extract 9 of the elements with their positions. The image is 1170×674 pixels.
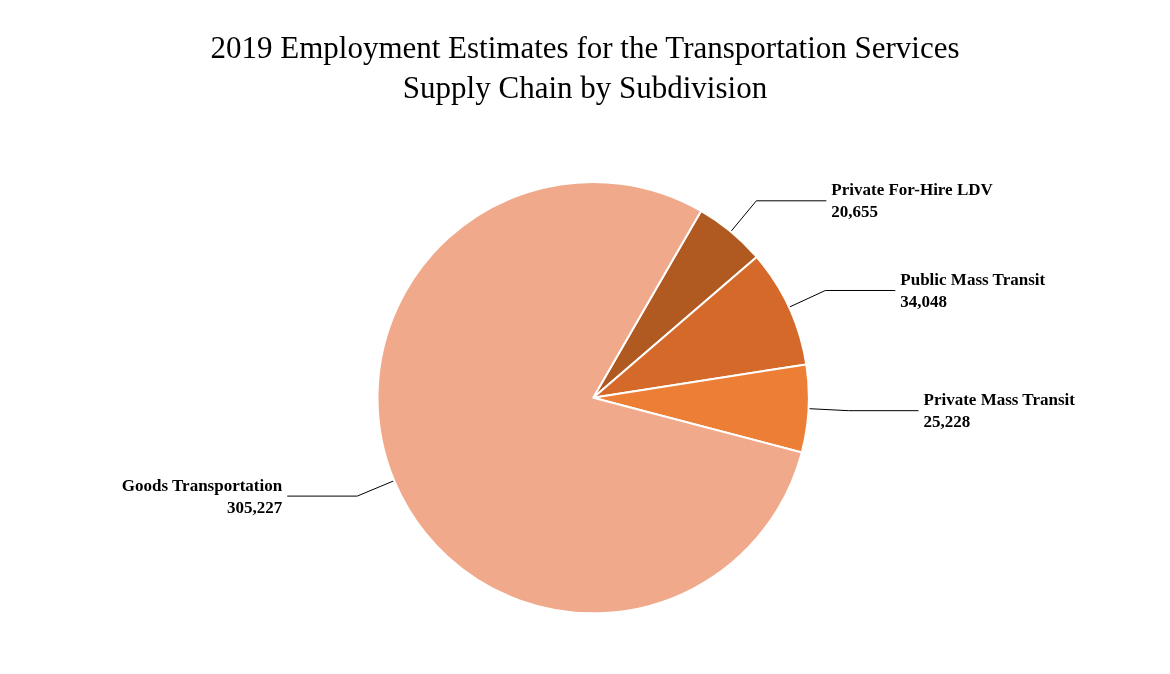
- slice-label: Private For-Hire LDV: [831, 180, 994, 200]
- chart-title: 2019 Employment Estimates for the Transportation Services Supply Chain by Subdivision: [210, 29, 960, 105]
- data-label: 25,228: [923, 412, 971, 432]
- slice-label: Private Mass Transit: [923, 390, 1076, 410]
- data-label: 20,655: [831, 202, 879, 222]
- slice-label: Goods Transportation: [121, 475, 283, 495]
- slice-label: Public Mass Transit: [900, 269, 1046, 289]
- data-label: 34,048: [900, 291, 948, 311]
- data-label: 305,227: [226, 497, 283, 517]
